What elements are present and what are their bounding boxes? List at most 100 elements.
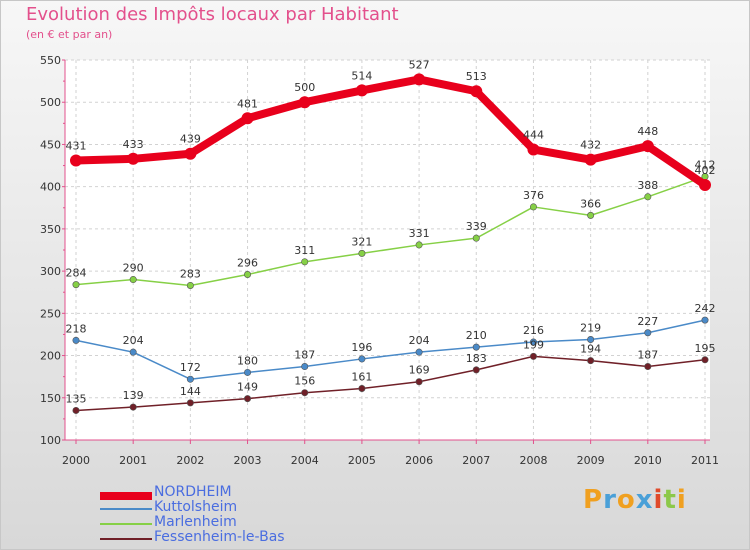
- data-point-nordheim: [127, 152, 140, 165]
- logo-letter: i: [653, 485, 664, 515]
- y-tick-label: 550: [40, 54, 61, 67]
- data-point-fessenheim-le-bas: [186, 399, 194, 407]
- series-line-marlenheim: [75, 175, 706, 287]
- x-tick-label: 2009: [577, 454, 605, 467]
- logo-letter: x: [635, 485, 654, 515]
- x-tick-label: 2011: [691, 454, 719, 467]
- data-point-nordheim: [413, 73, 426, 86]
- y-tick-label: 250: [40, 307, 61, 320]
- legend-swatch-fessenheim-le-bas: [100, 538, 152, 540]
- x-tick-label: 2003: [234, 454, 262, 467]
- data-label-nordheim: 527: [409, 58, 430, 71]
- data-label-marlenheim: 331: [409, 227, 430, 240]
- legend-label-marlenheim: Marlenheim: [154, 514, 237, 530]
- x-tick-label: 2004: [291, 454, 319, 467]
- series-line-nordheim: [72, 75, 709, 189]
- y-tick-label: 350: [40, 223, 61, 236]
- data-label-fessenheim-le-bas: 156: [294, 375, 315, 388]
- data-point-fessenheim-le-bas: [415, 378, 423, 386]
- data-point-kuttolsheim: [186, 375, 194, 383]
- data-label-marlenheim: 366: [580, 197, 601, 210]
- data-label-nordheim: 444: [523, 129, 544, 142]
- data-label-marlenheim: 339: [466, 220, 487, 233]
- data-label-kuttolsheim: 210: [466, 329, 487, 342]
- data-point-marlenheim: [301, 258, 309, 266]
- data-point-nordheim: [355, 84, 368, 97]
- data-point-kuttolsheim: [529, 338, 537, 346]
- data-label-fessenheim-le-bas: 139: [123, 389, 144, 402]
- data-label-nordheim: 433: [123, 138, 144, 151]
- data-label-nordheim: 402: [695, 164, 716, 177]
- data-point-kuttolsheim: [358, 355, 366, 363]
- data-label-kuttolsheim: 204: [123, 334, 144, 347]
- data-point-kuttolsheim: [587, 336, 595, 344]
- data-point-nordheim: [184, 147, 197, 160]
- data-label-kuttolsheim: 242: [695, 302, 716, 315]
- data-point-kuttolsheim: [644, 329, 652, 337]
- data-point-kuttolsheim: [472, 343, 480, 351]
- logo-letter: o: [616, 485, 636, 515]
- data-label-nordheim: 439: [180, 133, 201, 146]
- data-point-nordheim: [527, 143, 540, 156]
- data-point-fessenheim-le-bas: [587, 357, 595, 365]
- legend-swatch-marlenheim: [100, 523, 152, 525]
- y-tick-label: 500: [40, 96, 61, 109]
- data-point-marlenheim: [358, 249, 366, 257]
- data-point-marlenheim: [129, 276, 137, 284]
- chart-title: Evolution des Impôts locaux par Habitant: [26, 4, 399, 25]
- data-point-marlenheim: [587, 211, 595, 219]
- x-tick-label: 2007: [462, 454, 490, 467]
- data-label-marlenheim: 388: [637, 179, 658, 192]
- data-point-nordheim: [70, 154, 82, 167]
- data-label-fessenheim-le-bas: 169: [409, 364, 430, 377]
- proxiti-logo: Proxiti: [583, 485, 687, 515]
- data-label-nordheim: 500: [294, 81, 315, 94]
- data-label-marlenheim: 284: [66, 267, 87, 280]
- data-point-kuttolsheim: [701, 316, 709, 324]
- logo-letter: i: [676, 485, 687, 515]
- legend-swatch-nordheim: [100, 492, 152, 500]
- data-point-fessenheim-le-bas: [358, 384, 366, 392]
- data-label-nordheim: 431: [66, 139, 87, 152]
- data-point-kuttolsheim: [72, 336, 80, 344]
- data-point-nordheim: [584, 153, 597, 166]
- legend-swatch-kuttolsheim: [100, 508, 152, 510]
- data-point-nordheim: [298, 96, 311, 109]
- data-point-fessenheim-le-bas: [129, 403, 137, 411]
- legend-label-fessenheim-le-bas: Fessenheim-le-Bas: [154, 529, 285, 545]
- x-tick-label: 2000: [62, 454, 90, 467]
- data-point-marlenheim: [72, 281, 80, 289]
- data-label-nordheim: 481: [237, 97, 258, 110]
- data-point-marlenheim: [644, 193, 652, 201]
- data-label-kuttolsheim: 187: [294, 349, 315, 362]
- logo-letter: t: [663, 485, 677, 515]
- x-tick-label: 2002: [176, 454, 204, 467]
- logo-letter: P: [583, 485, 604, 515]
- data-label-marlenheim: 311: [294, 244, 315, 257]
- data-point-kuttolsheim: [244, 368, 252, 376]
- data-point-marlenheim: [529, 203, 537, 211]
- legend-label-nordheim: NORDHEIM: [154, 484, 232, 500]
- data-label-kuttolsheim: 227: [637, 315, 658, 328]
- data-point-nordheim: [470, 85, 483, 98]
- data-label-marlenheim: 290: [123, 262, 144, 275]
- y-tick-label: 400: [40, 181, 61, 194]
- data-label-kuttolsheim: 219: [580, 322, 601, 335]
- data-label-marlenheim: 321: [351, 235, 372, 248]
- data-label-fessenheim-le-bas: 135: [66, 392, 87, 405]
- data-label-marlenheim: 283: [180, 267, 201, 280]
- data-label-marlenheim: 376: [523, 189, 544, 202]
- data-point-kuttolsheim: [415, 348, 423, 356]
- y-tick-label: 150: [40, 392, 61, 405]
- data-label-kuttolsheim: 204: [409, 334, 430, 347]
- data-point-nordheim: [641, 140, 654, 153]
- data-label-kuttolsheim: 216: [523, 324, 544, 337]
- data-point-fessenheim-le-bas: [701, 356, 709, 364]
- logo-letter: r: [603, 485, 617, 515]
- y-tick-label: 450: [40, 138, 61, 151]
- legend: NORDHEIM Kuttolsheim Marlenheim Fessenhe…: [100, 484, 400, 546]
- data-label-kuttolsheim: 196: [351, 341, 372, 354]
- series-line-fessenheim-le-bas: [75, 355, 706, 412]
- data-point-marlenheim: [415, 241, 423, 249]
